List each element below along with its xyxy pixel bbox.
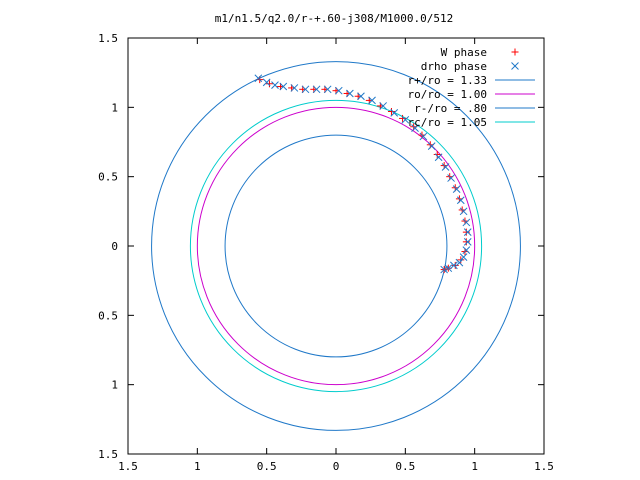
point-layer: [254, 74, 472, 274]
x-tick-label: 1.5: [118, 460, 138, 473]
drho-phase-point: [462, 218, 471, 227]
x-tick-label: 0: [333, 460, 340, 473]
circle-0.8: [224, 134, 448, 358]
drho-phase-point: [334, 86, 343, 95]
chart-title: m1/n1.5/q2.0/r-+.60-j308/M1000.0/512: [215, 12, 453, 25]
x-tick-label: 1: [194, 460, 201, 473]
drho-phase-point: [447, 174, 455, 182]
curve-layer: [151, 61, 521, 431]
drho-phase-point: [346, 89, 354, 98]
w-phase-point: [265, 80, 273, 88]
legend-marker: [511, 62, 519, 70]
drho-phase-point: [463, 237, 472, 246]
x-tick-label: 0.5: [395, 460, 415, 473]
drho-phase-point: [427, 142, 436, 151]
drho-phase-point: [301, 85, 310, 94]
y-tick-label: 0.5: [98, 309, 118, 322]
drho-phase-point: [312, 85, 321, 94]
w-phase-point: [399, 114, 407, 122]
drho-phase-point: [440, 265, 449, 274]
drho-phase-point: [271, 81, 279, 90]
legend-label: r+/ro = 1.33: [408, 74, 487, 87]
drho-phase-point: [290, 84, 299, 92]
circle-1.33: [151, 61, 521, 431]
drho-phase-point: [401, 115, 410, 124]
drho-phase-point: [323, 85, 332, 94]
legend-marker: [511, 48, 519, 56]
w-phase-point: [462, 228, 470, 236]
w-phase-point: [433, 150, 441, 158]
y-tick-label: 1: [111, 379, 118, 392]
y-tick-label: 0.5: [98, 171, 118, 184]
legend-label: ro/ro = 1.00: [408, 88, 487, 101]
legend-label: W phase: [441, 46, 487, 59]
drho-phase-point: [459, 253, 468, 261]
w-phase-point: [462, 238, 470, 246]
y-tick-label: 1.5: [98, 32, 118, 45]
drho-phase-point: [254, 74, 263, 83]
circle-1: [196, 106, 476, 386]
drho-phase-point: [357, 92, 365, 101]
w-phase-point: [451, 261, 459, 269]
drho-phase-point: [459, 207, 468, 216]
drho-phase-point: [463, 228, 472, 236]
drho-phase-point: [455, 258, 464, 267]
drho-phase-point: [368, 96, 376, 105]
legend-label: r-/ro = .80: [414, 102, 487, 115]
x-tick-label: 1: [471, 460, 478, 473]
legend-label: drho phase: [421, 60, 487, 73]
drho-phase-point: [419, 132, 428, 141]
drho-phase-point: [441, 163, 450, 171]
drho-phase-point: [462, 246, 471, 255]
x-tick-label: 0.5: [257, 460, 277, 473]
x-tick-label: 1.5: [534, 460, 554, 473]
y-tick-label: 1.5: [98, 448, 118, 461]
circle-1.05: [189, 99, 483, 393]
tick-layer: 1.5 1 0.5 0 0.5 1 1.51.510.500.511.5: [98, 32, 554, 473]
w-phase-point: [387, 107, 395, 115]
drho-phase-point: [450, 261, 458, 270]
drho-phase-point: [434, 153, 443, 162]
y-tick-label: 1: [111, 101, 118, 114]
drho-phase-point: [390, 109, 399, 117]
drho-phase-point: [444, 264, 453, 273]
y-tick-label: 0: [111, 240, 118, 253]
drho-phase-point: [279, 82, 288, 91]
drho-phase-point: [456, 196, 465, 205]
drho-phase-point: [262, 78, 271, 87]
drho-phase-point: [452, 185, 461, 194]
drho-phase-point: [379, 102, 388, 110]
legend-label: rc/ro = 1.05: [408, 116, 487, 129]
drho-phase-point: [411, 124, 419, 132]
